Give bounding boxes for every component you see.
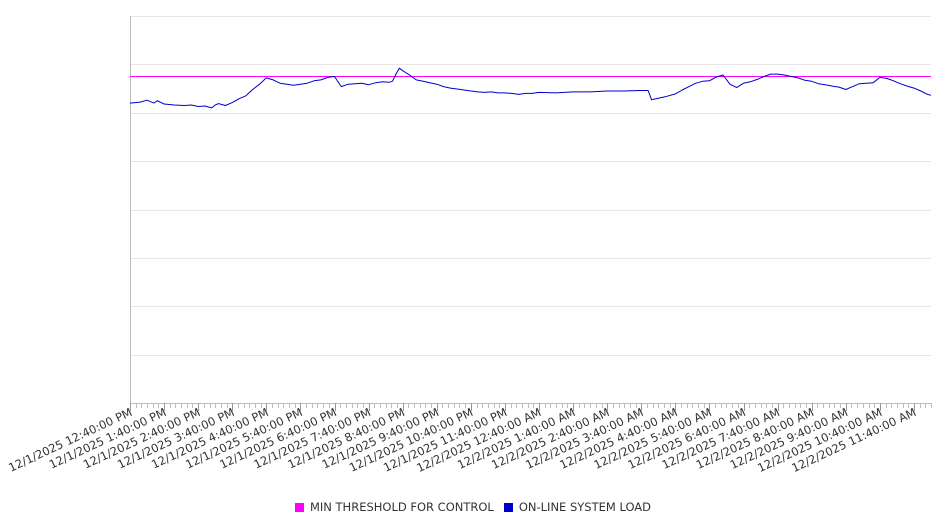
legend: MIN THRESHOLD FOR CONTROL ON-LINE SYSTEM… bbox=[0, 499, 946, 515]
axes bbox=[130, 16, 931, 404]
gridlines bbox=[130, 16, 931, 356]
series bbox=[129, 67, 932, 109]
system-load-line bbox=[129, 67, 932, 109]
legend-label-threshold: MIN THRESHOLD FOR CONTROL bbox=[309, 500, 494, 514]
legend-swatch-threshold bbox=[294, 502, 304, 512]
legend-label-system-load: ON-LINE SYSTEM LOAD bbox=[518, 500, 652, 514]
legend-item-threshold[interactable]: MIN THRESHOLD FOR CONTROL bbox=[294, 500, 494, 514]
x-axis-ticks bbox=[130, 403, 932, 411]
legend-item-system-load[interactable]: ON-LINE SYSTEM LOAD bbox=[503, 500, 652, 514]
legend-swatch-system-load bbox=[503, 502, 513, 512]
